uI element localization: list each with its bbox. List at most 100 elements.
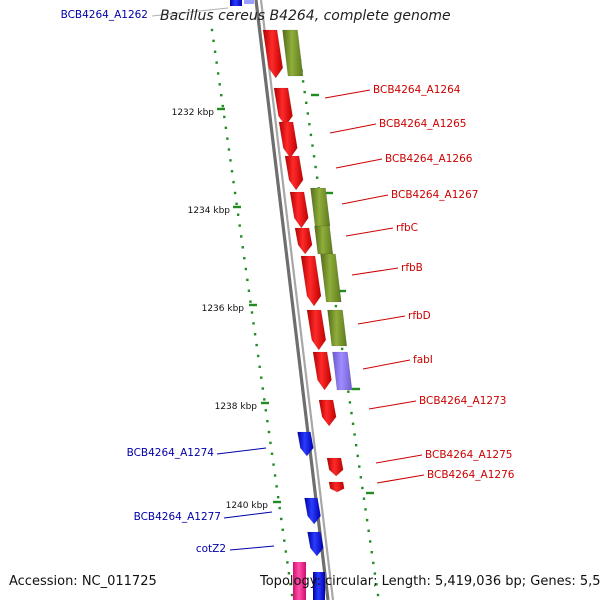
left-tick-dot bbox=[256, 354, 260, 358]
left-tick-dot bbox=[253, 333, 257, 336]
left-tick-dot bbox=[275, 485, 278, 488]
left-tick-dot bbox=[281, 528, 284, 532]
gene-label: BCB4264_A1266 bbox=[385, 153, 473, 165]
left-tick-dot bbox=[264, 409, 268, 412]
major-tick bbox=[325, 191, 333, 195]
major-tick bbox=[261, 401, 269, 405]
gene-arrow-blue bbox=[244, 0, 254, 4]
left-tick-dot bbox=[243, 256, 246, 260]
right-tick-dot bbox=[354, 444, 358, 447]
cog-box-purple bbox=[332, 351, 353, 391]
gene-arrow-forward bbox=[306, 309, 327, 351]
gene-label: rfbB bbox=[401, 262, 423, 274]
gene-leader-line bbox=[362, 359, 411, 370]
left-tick-dot bbox=[220, 93, 223, 97]
gene-leader-line bbox=[376, 474, 425, 484]
left-tick-dot bbox=[218, 83, 221, 86]
left-tick-dot bbox=[258, 365, 261, 369]
right-tick-dot bbox=[315, 176, 319, 179]
gene-label: rfbD bbox=[408, 310, 431, 322]
left-tick-dot bbox=[216, 72, 220, 75]
gene-leader-line bbox=[368, 400, 417, 410]
left-tick-dot bbox=[213, 50, 217, 53]
gene-arrow-blue bbox=[230, 0, 242, 6]
right-tick-dot bbox=[370, 551, 373, 554]
map-title: Bacillus cereus B4264, complete genome bbox=[160, 8, 451, 24]
major-tick bbox=[311, 93, 319, 97]
gene-leader-line bbox=[324, 89, 371, 99]
left-tick-dot bbox=[260, 376, 263, 379]
cog-box-green bbox=[314, 225, 334, 255]
right-tick-dot bbox=[303, 90, 306, 94]
gene-arrow-forward bbox=[300, 255, 322, 307]
gene-arrow-forward bbox=[312, 351, 332, 391]
left-tick-dot bbox=[246, 278, 249, 282]
left-tick-dot bbox=[244, 267, 248, 271]
cog-box-green bbox=[327, 309, 348, 347]
gene-arrow-forward bbox=[284, 155, 304, 191]
gene-arrow-reverse bbox=[313, 572, 325, 600]
right-tick-dot bbox=[375, 583, 378, 586]
left-tick-dot bbox=[247, 289, 251, 292]
gene-leader-line bbox=[216, 447, 267, 455]
gene-arrow-reverse bbox=[297, 431, 314, 457]
accession-text: Accession: NC_011725 bbox=[9, 574, 157, 589]
gene-leader-line bbox=[329, 123, 377, 134]
right-tick-dot bbox=[351, 422, 355, 425]
gene-arrow-forward bbox=[294, 227, 313, 255]
gene-label: BCB4264_A1277 bbox=[134, 511, 221, 523]
gene-label: cotZ2 bbox=[196, 543, 226, 555]
left-tick-dot bbox=[240, 235, 243, 238]
gene-label: BCB4264_A1276 bbox=[427, 469, 515, 481]
left-tick-dot bbox=[280, 517, 283, 521]
right-tick-dot bbox=[301, 80, 305, 83]
gene-label: BCB4264_A1264 bbox=[373, 84, 461, 96]
gene-arrow-reverse bbox=[304, 497, 321, 525]
right-tick-dot bbox=[312, 155, 316, 158]
right-tick-dot bbox=[365, 518, 369, 522]
gene-leader-line bbox=[223, 511, 273, 519]
left-tick-dot bbox=[287, 572, 291, 575]
left-tick-dot bbox=[270, 452, 274, 455]
right-tick-dot bbox=[314, 165, 317, 169]
right-tick-dot bbox=[347, 390, 350, 393]
left-tick-dot bbox=[236, 213, 240, 216]
gene-arrow-forward bbox=[278, 121, 298, 159]
right-tick-dot bbox=[369, 540, 372, 543]
right-tick-dot bbox=[359, 476, 363, 479]
kbp-label: 1232 kbp bbox=[172, 108, 215, 118]
gene-label: BCB4264_A1267 bbox=[391, 189, 478, 201]
gene-label: BCB4264_A1275 bbox=[425, 449, 512, 461]
right-tick-dot bbox=[367, 529, 370, 532]
gene-leader-line bbox=[375, 454, 423, 464]
gene-arrow-forward bbox=[289, 191, 309, 229]
left-tick-dot bbox=[263, 398, 266, 401]
left-tick-dot bbox=[286, 561, 289, 564]
major-tick bbox=[338, 289, 346, 293]
left-tick-dot bbox=[261, 387, 264, 390]
backbone-line bbox=[259, 0, 335, 600]
left-tick-dot bbox=[250, 311, 254, 314]
gene-arrow-pink bbox=[293, 562, 306, 600]
left-tick-dot bbox=[255, 343, 258, 347]
gene-arrow-forward bbox=[273, 87, 293, 127]
left-tick-dot bbox=[212, 39, 215, 43]
cog-box-green bbox=[282, 29, 304, 77]
right-tick-dot bbox=[311, 144, 314, 147]
gene-label: BCB4264_A1273 bbox=[419, 395, 506, 407]
right-tick-dot bbox=[362, 497, 366, 500]
major-tick bbox=[352, 387, 360, 391]
left-tick-dot bbox=[267, 430, 271, 434]
left-tick-dot bbox=[269, 441, 272, 445]
gene-label: BCB4264_A1262 bbox=[61, 9, 148, 21]
right-tick-dot bbox=[358, 465, 361, 468]
left-tick-dot bbox=[215, 61, 218, 64]
gene-leader-line bbox=[341, 194, 389, 205]
gene-label: BCB4264_A1274 bbox=[127, 447, 215, 459]
cog-box-green bbox=[310, 187, 331, 227]
right-tick-dot bbox=[373, 572, 377, 575]
gene-arrow-forward bbox=[328, 481, 345, 493]
gene-leader-line bbox=[345, 227, 394, 237]
major-tick bbox=[366, 491, 374, 495]
left-tick-dot bbox=[241, 246, 244, 249]
